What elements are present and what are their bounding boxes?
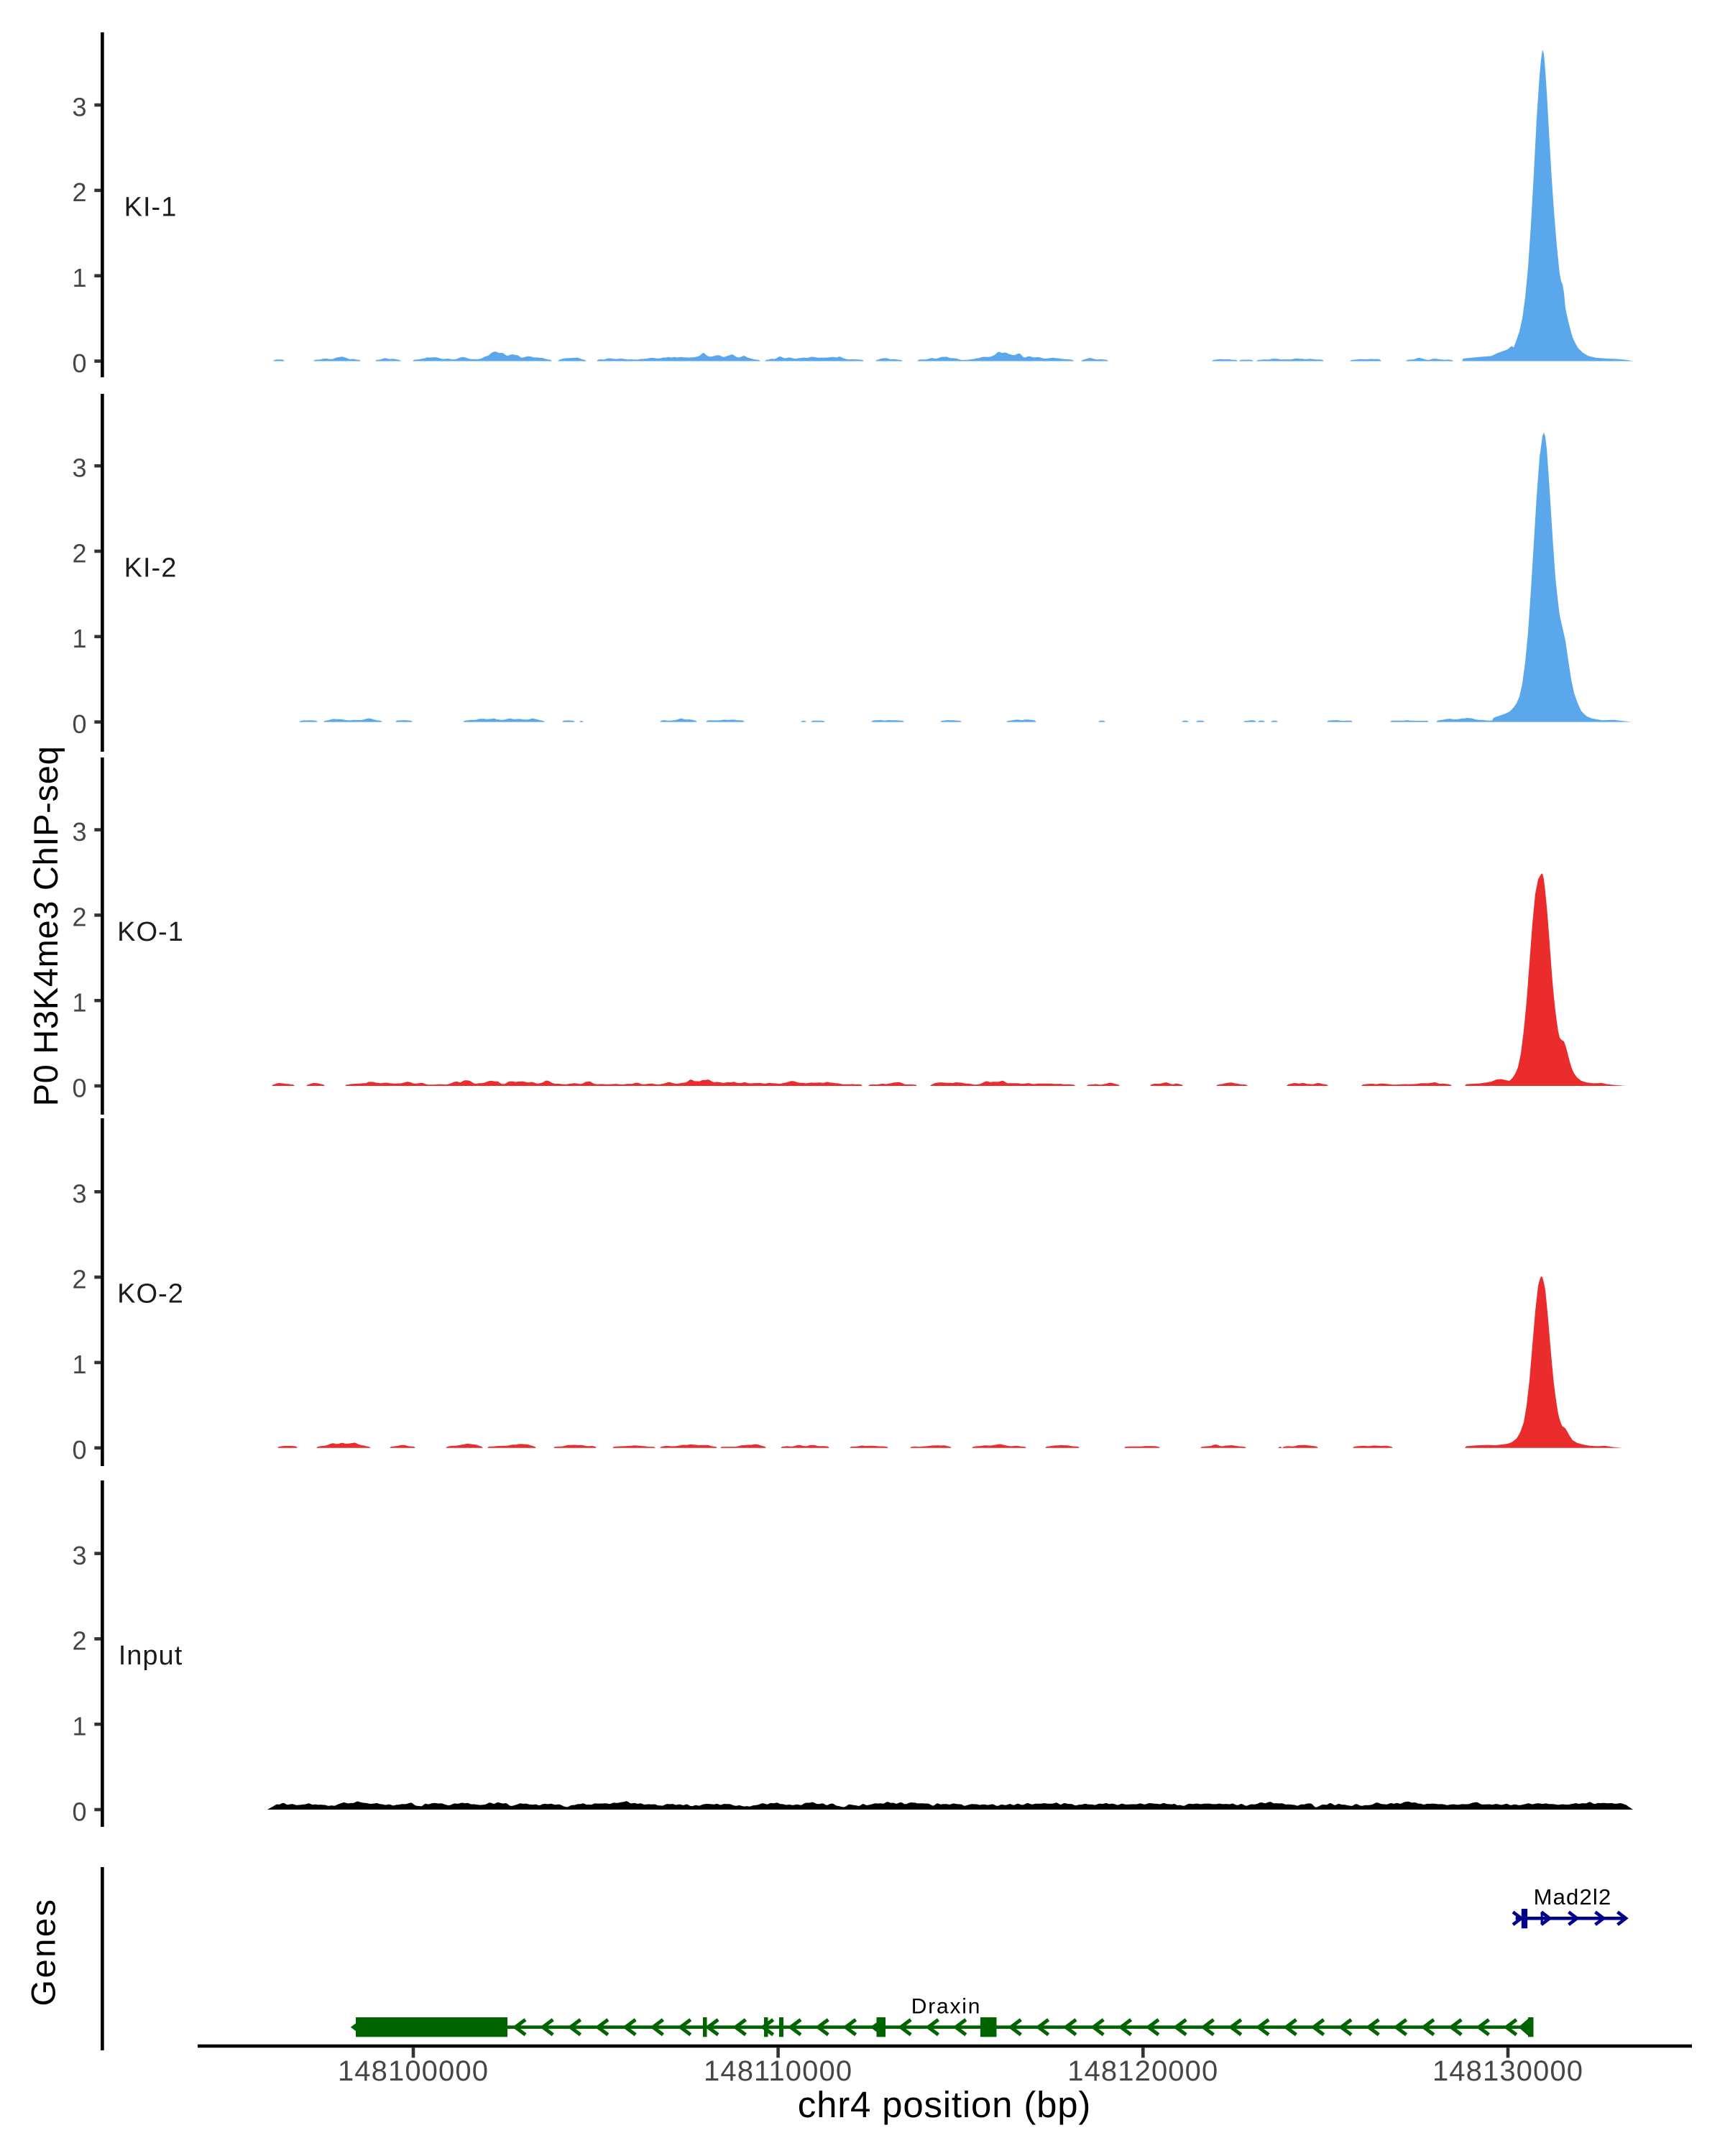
- svg-text:148110000: 148110000: [704, 2055, 852, 2087]
- svg-text:KI-2: KI-2: [124, 553, 178, 584]
- svg-text:Mad2l2: Mad2l2: [1534, 1884, 1612, 1909]
- svg-text:3: 3: [72, 1179, 86, 1209]
- svg-text:3: 3: [72, 453, 86, 483]
- svg-text:0: 0: [72, 1073, 86, 1102]
- svg-text:148130000: 148130000: [1432, 2055, 1583, 2087]
- svg-text:1: 1: [72, 1350, 86, 1379]
- svg-text:1: 1: [72, 988, 86, 1018]
- svg-text:0: 0: [72, 709, 86, 739]
- svg-text:0: 0: [72, 349, 86, 378]
- svg-text:1: 1: [72, 1712, 86, 1741]
- svg-text:KI-1: KI-1: [124, 193, 178, 223]
- svg-text:2: 2: [72, 1626, 86, 1656]
- svg-text:2: 2: [72, 903, 86, 932]
- svg-text:1: 1: [72, 263, 86, 292]
- svg-text:148100000: 148100000: [338, 2055, 489, 2087]
- svg-text:Draxin: Draxin: [911, 1995, 982, 2019]
- svg-text:1: 1: [72, 624, 86, 653]
- svg-text:148120000: 148120000: [1067, 2055, 1218, 2087]
- svg-text:0: 0: [72, 1797, 86, 1826]
- svg-text:P0 H3K4me3 ChIP-seq: P0 H3K4me3 ChIP-seq: [27, 746, 65, 1107]
- svg-text:3: 3: [72, 817, 86, 847]
- svg-text:2: 2: [72, 178, 86, 207]
- svg-text:KO-1: KO-1: [117, 917, 184, 947]
- svg-text:3: 3: [72, 92, 86, 121]
- svg-text:KO-2: KO-2: [117, 1279, 184, 1309]
- svg-text:2: 2: [72, 538, 86, 568]
- svg-text:3: 3: [72, 1541, 86, 1570]
- svg-text:Input: Input: [119, 1641, 183, 1671]
- svg-text:2: 2: [72, 1264, 86, 1294]
- svg-text:Genes: Genes: [24, 1898, 63, 2007]
- svg-text:chr4 position (bp): chr4 position (bp): [798, 2084, 1091, 2125]
- svg-text:0: 0: [72, 1435, 86, 1465]
